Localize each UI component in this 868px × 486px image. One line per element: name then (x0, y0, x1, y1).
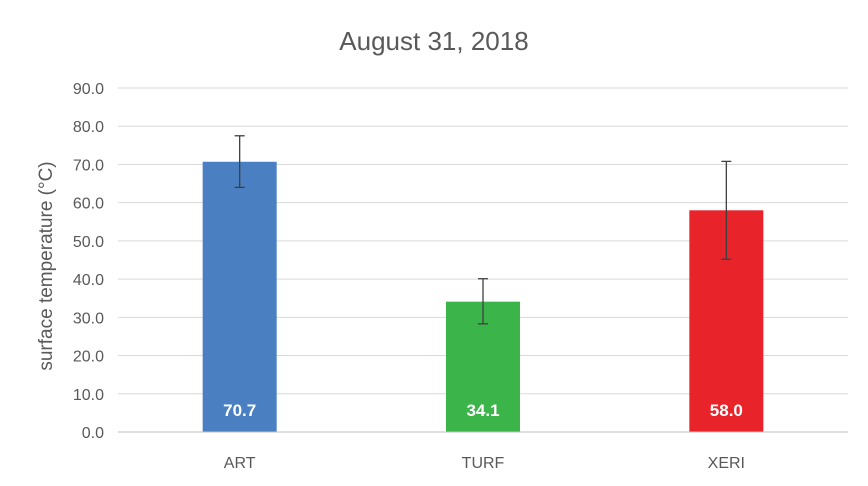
y-tick-label: 20.0 (73, 349, 104, 366)
y-tick-label: 80.0 (73, 119, 104, 136)
bars (202, 161, 764, 432)
data-label-xeri: 58.0 (710, 401, 743, 420)
data-label-art: 70.7 (223, 401, 256, 420)
error-bar-art (234, 135, 245, 189)
error-bar-xeri (721, 160, 732, 260)
y-axis-label: surface temperature (°C) (36, 161, 57, 370)
data-label-turf: 34.1 (466, 401, 499, 420)
data-labels: 70.7 34.1 58.0 (223, 401, 743, 420)
x-category-label-xeri: XERI (708, 455, 745, 472)
x-category-label-turf: TURF (462, 455, 505, 472)
y-tick-label: 70.0 (73, 157, 104, 174)
y-tick-label: 50.0 (73, 234, 104, 251)
x-category-label-art: ART (224, 455, 256, 472)
error-bar-turf (478, 278, 488, 325)
bar-art (202, 161, 277, 432)
y-axis-ticks: 0.0 10.0 20.0 30.0 40.0 50.0 60.0 70.0 80.0 90.0 (73, 81, 104, 442)
y-tick-label: 90.0 (73, 81, 104, 98)
y-tick-label: 40.0 (73, 272, 104, 289)
error-bars (234, 135, 732, 325)
y-tick-label: 30.0 (73, 310, 104, 327)
chart-title: August 31, 2018 (339, 26, 528, 56)
y-tick-label: 10.0 (73, 387, 104, 404)
x-axis-categories: ART TURF XERI (224, 455, 745, 472)
y-tick-label: 0.0 (82, 425, 104, 442)
y-tick-label: 60.0 (73, 196, 104, 213)
